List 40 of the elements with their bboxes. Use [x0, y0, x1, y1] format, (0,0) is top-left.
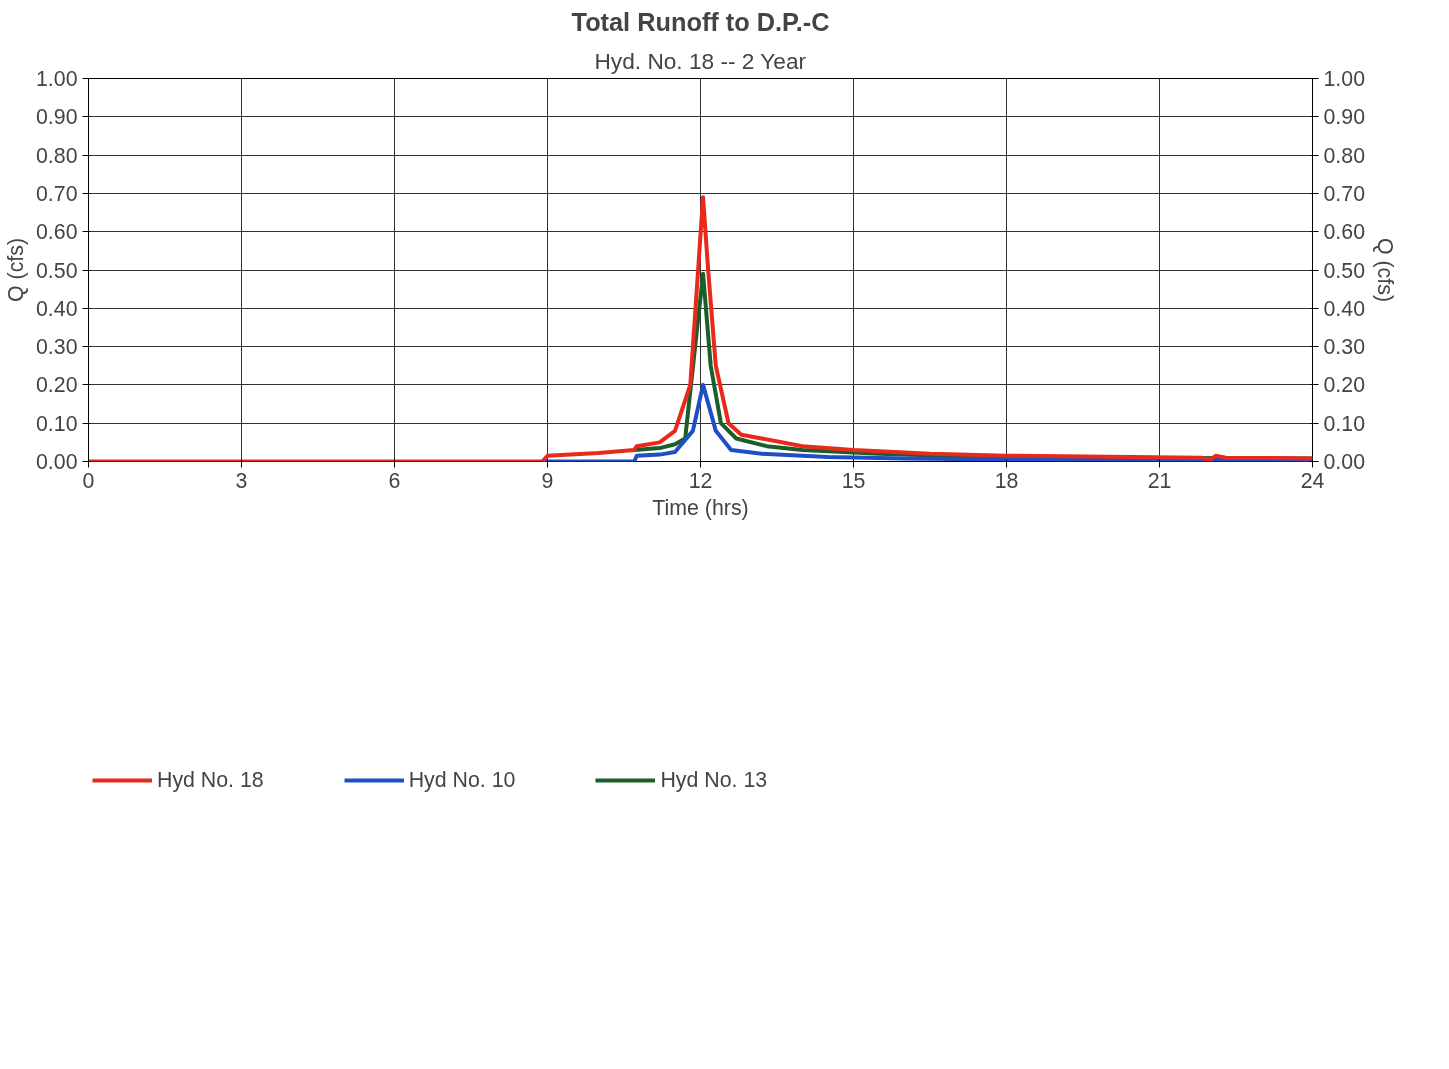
- x-axis-title: Time (hrs): [652, 495, 749, 520]
- y-tick-label: 0.20: [35, 373, 78, 398]
- y2-tick-label: 0.30: [1323, 335, 1366, 360]
- x-tick-label: 3: [235, 468, 248, 493]
- y-tick-label: 0.60: [35, 220, 78, 245]
- y-tick-label: 1.00: [35, 67, 78, 91]
- y2-tick-label: 1.00: [1323, 67, 1366, 91]
- line-series: [88, 195, 1313, 462]
- chart-title: Total Runoff to D.P.-C: [571, 7, 830, 36]
- legend-label: Hyd No. 10: [408, 767, 516, 793]
- y-tick-label: 0.10: [35, 411, 78, 436]
- y2-tick-label: 0.70: [1323, 181, 1366, 206]
- y2-tick-label: 0.80: [1323, 143, 1366, 168]
- x-tick-label: 12: [688, 468, 713, 493]
- legend-label: Hyd No. 18: [157, 767, 264, 793]
- y2-tick-label: 0.50: [1323, 258, 1366, 283]
- y2-tick-label: 0.60: [1323, 220, 1366, 245]
- y2-tick-label: 0.40: [1323, 296, 1366, 321]
- y2-tick-label: 0.90: [1323, 105, 1366, 130]
- y-tick-label: 0.40: [35, 296, 78, 321]
- x-tick-label: 21: [1147, 468, 1172, 493]
- y-axis-title: Q (cfs): [3, 238, 28, 302]
- y-tick-label: 0.30: [35, 335, 78, 360]
- y-tick-label: 0.00: [35, 450, 78, 474]
- x-tick-label: 15: [841, 468, 866, 493]
- y-tick-label: 0.70: [35, 181, 78, 206]
- y-tick-label: 0.90: [35, 105, 78, 130]
- x-tick-label: 6: [388, 468, 401, 493]
- y2-tick-label: 0.00: [1323, 450, 1366, 474]
- y2-axis-title: Q (cfs): [1373, 238, 1398, 302]
- x-tick-label: 18: [994, 468, 1019, 493]
- y2-tick-label: 0.10: [1323, 411, 1366, 436]
- x-tick-label: 9: [541, 468, 554, 493]
- y-tick-label: 0.50: [35, 258, 78, 283]
- legend-label: Hyd No. 13: [660, 767, 768, 793]
- chart-subtitle: Hyd. No. 18 -- 2 Year: [594, 47, 807, 74]
- y-tick-label: 0.80: [35, 143, 78, 168]
- x-tick-label: 0: [82, 468, 95, 493]
- y2-tick-label: 0.20: [1323, 373, 1366, 398]
- x-tick-label: 24: [1300, 468, 1325, 493]
